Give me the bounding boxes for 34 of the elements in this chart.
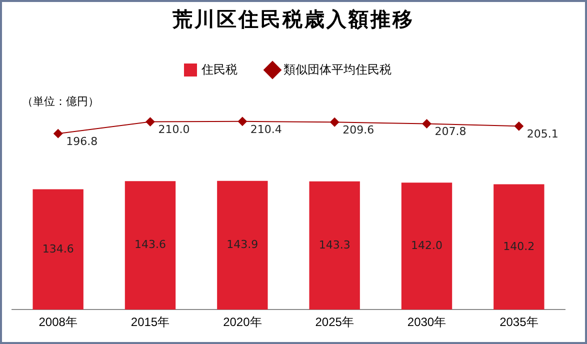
- point: [422, 119, 432, 128]
- data-label: 210.0: [158, 123, 190, 136]
- x-tick-label: 2020年: [223, 315, 262, 330]
- bar: [494, 184, 544, 310]
- data-label: 142.0: [411, 238, 442, 252]
- data-label: 209.6: [342, 123, 374, 136]
- bar: [309, 181, 360, 310]
- bar: [217, 180, 268, 310]
- x-tick-label: 2015年: [130, 315, 170, 330]
- data-label: 143.3: [318, 238, 350, 252]
- data-label: 134.6: [42, 242, 74, 256]
- bar: [124, 181, 176, 310]
- data-label: 207.8: [434, 125, 466, 138]
- legend-label: 住民税: [200, 62, 238, 76]
- point: [54, 129, 63, 138]
- bar: [32, 189, 84, 310]
- data-label: 196.8: [66, 134, 98, 148]
- data-label: 143.9: [226, 238, 258, 252]
- data-label: 143.6: [134, 238, 166, 252]
- data-label: 140.2: [503, 240, 535, 253]
- point: [514, 122, 524, 131]
- x-tick-label: 2035年: [500, 315, 538, 330]
- data-label: 205.1: [526, 128, 558, 141]
- data-label: 210.4: [250, 122, 282, 136]
- point: [238, 116, 247, 126]
- x-tick-label: 2025年: [315, 315, 354, 330]
- point: [330, 118, 340, 127]
- x-tick-label: 2030年: [407, 315, 446, 330]
- legend-label: 類似団体平均住民税: [284, 62, 392, 76]
- text: （単位：億円）: [22, 94, 99, 109]
- x-tick-label: 2008年: [38, 315, 78, 330]
- chart-title: 荒川区住民税歳入額推移: [172, 6, 416, 33]
- point: [146, 117, 155, 126]
- bar: [401, 182, 452, 310]
